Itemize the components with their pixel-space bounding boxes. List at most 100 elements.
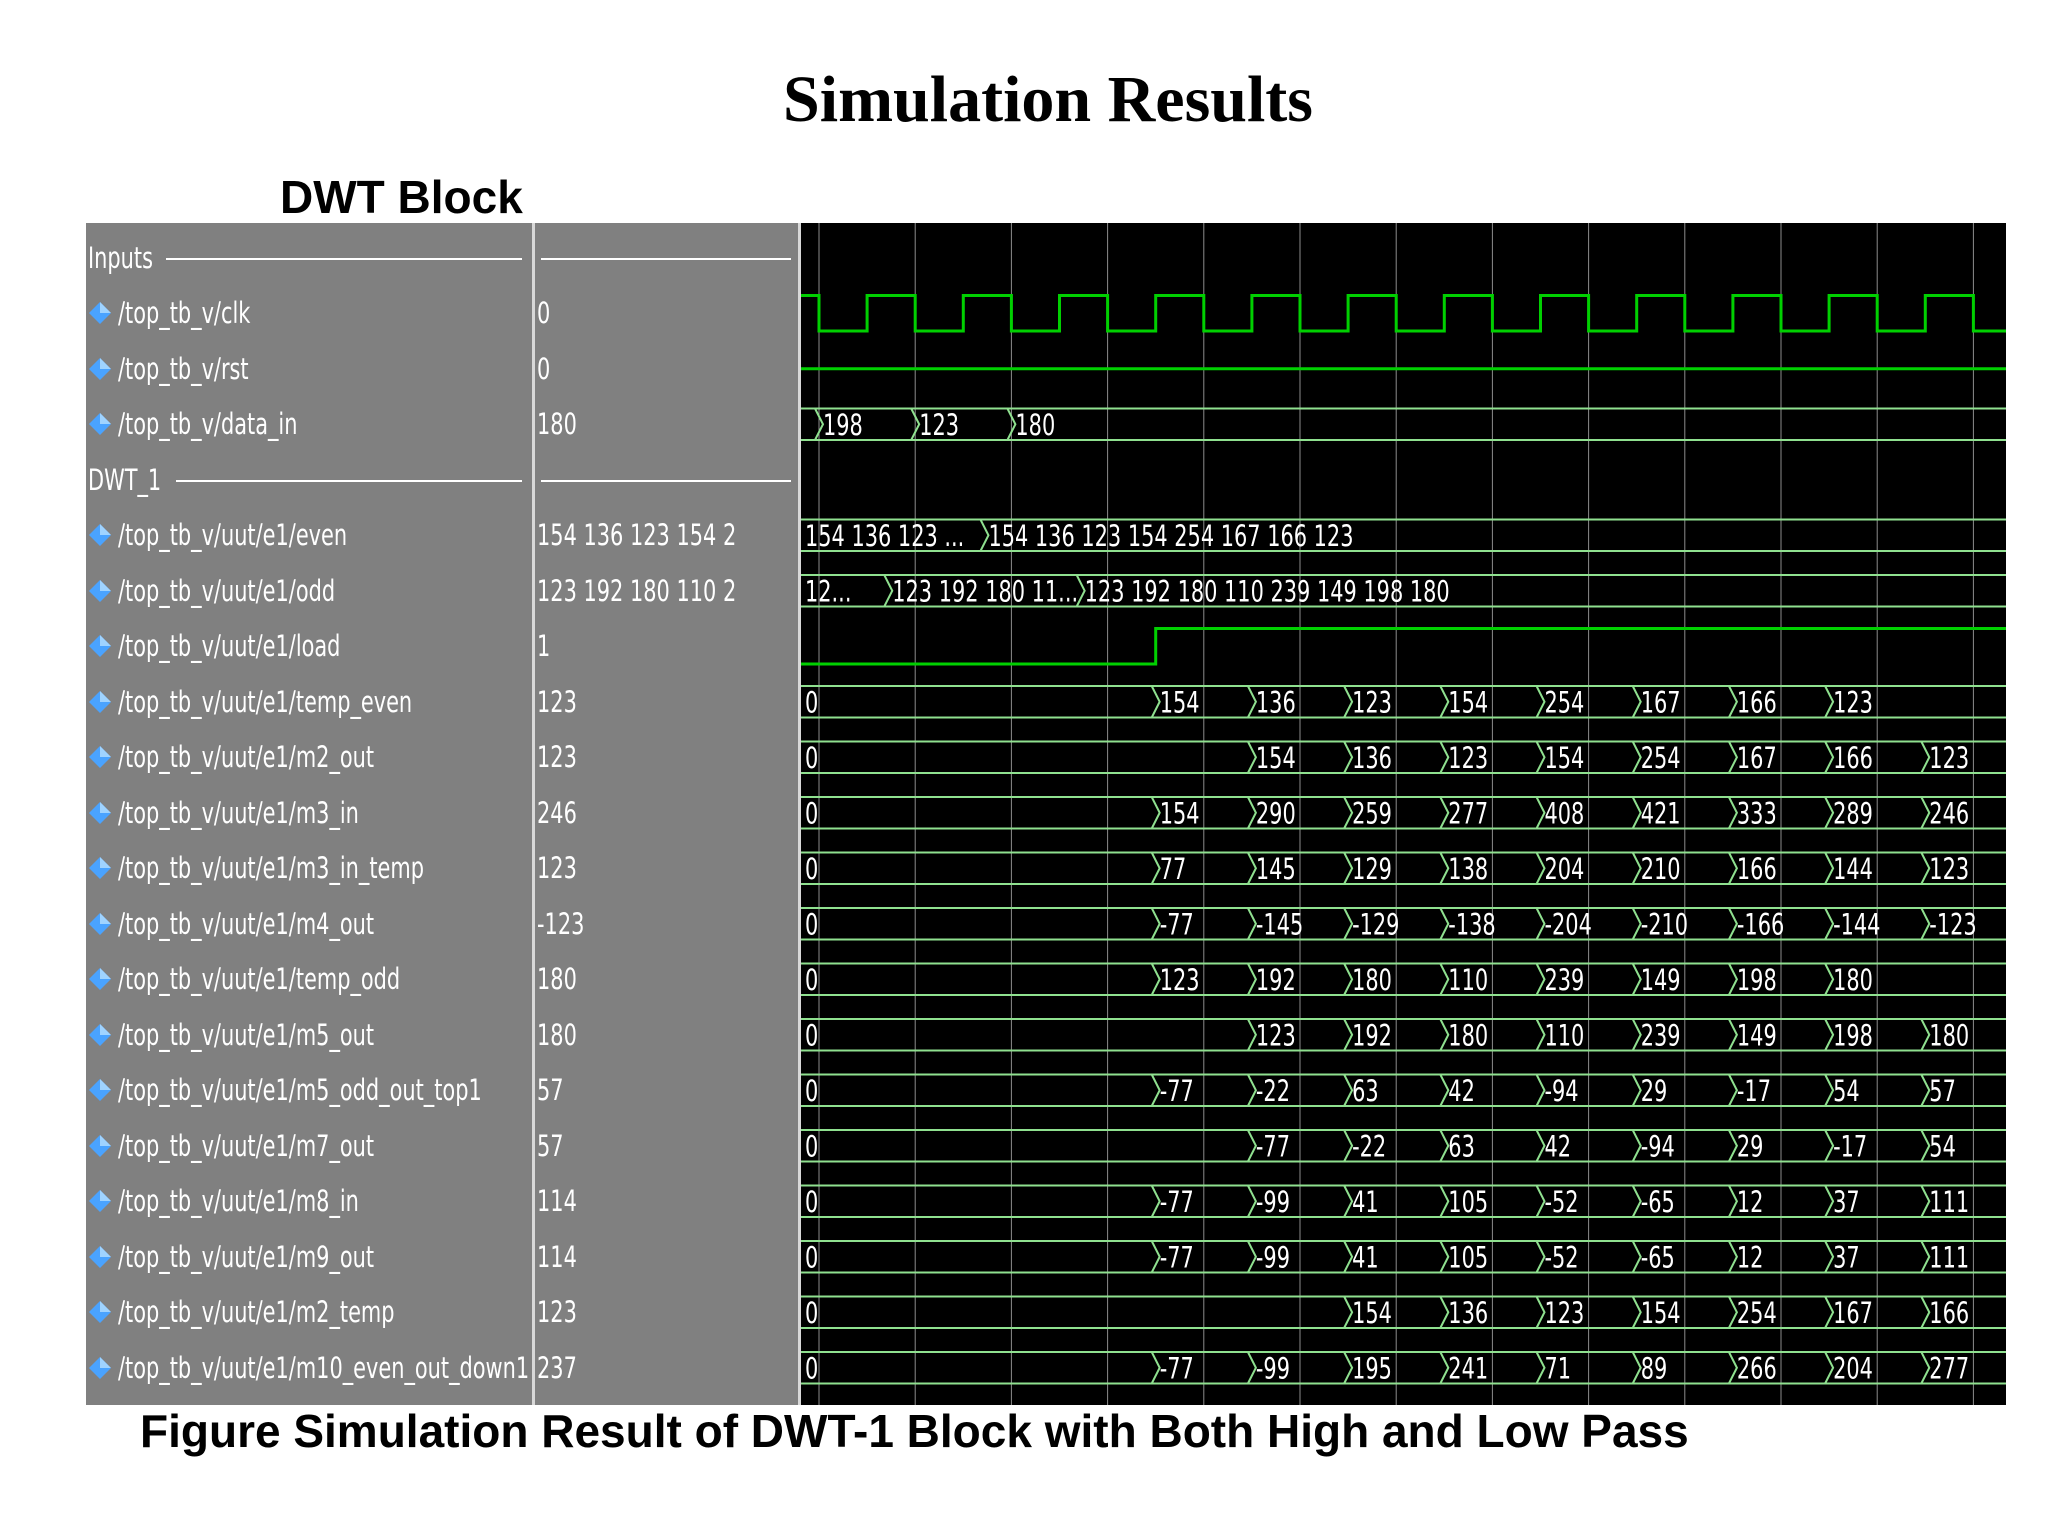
- signal-name[interactable]: /top_tb_v/uut/e1/m5_out: [118, 1017, 375, 1052]
- bus-value: 198: [823, 409, 863, 442]
- pane-divider[interactable]: [798, 223, 801, 1405]
- waveform-pane[interactable]: 198 123 180 154 136 123 ... 154 136 123 154 …: [801, 223, 2006, 1405]
- group-label[interactable]: DWT_1: [88, 462, 162, 497]
- signal-name[interactable]: /top_tb_v/uut/e1/m3_in_temp: [118, 851, 424, 886]
- signal-name[interactable]: /top_tb_v/uut/e1/even: [118, 518, 348, 553]
- bus-value: 12: [1737, 1241, 1764, 1274]
- signal-diamond-icon: [89, 912, 111, 935]
- bus-value: -129: [1352, 908, 1399, 941]
- bus-value: 333: [1737, 797, 1777, 830]
- signal-diamond-icon: [89, 524, 111, 547]
- signal-value: 154 136 123 154 2: [537, 518, 737, 553]
- signal-diamond-icon: [89, 1134, 111, 1157]
- signal-name[interactable]: /top_tb_v/uut/e1/m7_out: [118, 1128, 375, 1163]
- bus-value: -99: [1256, 1352, 1290, 1385]
- bus-value: 204: [1833, 1352, 1873, 1385]
- waveform-trace: 0 123 192 180 110 239 149 198 180: [801, 962, 2006, 997]
- bus-value: 154: [1160, 797, 1200, 830]
- bus-value: -52: [1545, 1186, 1579, 1219]
- bus-value: 277: [1929, 1352, 1969, 1385]
- bus-value: 180: [1015, 409, 1055, 442]
- bus-value: 12...: [805, 575, 851, 608]
- signal-value: 237: [537, 1350, 577, 1385]
- pane-divider[interactable]: [532, 223, 535, 1405]
- group-divider: [176, 479, 522, 482]
- signal-name[interactable]: /top_tb_v/uut/e1/m5_odd_out_top1: [118, 1073, 482, 1108]
- bus-value: 195: [1352, 1352, 1392, 1385]
- waveform-trace: 198 123 180: [801, 407, 2006, 442]
- signal-name[interactable]: /top_tb_v/uut/e1/m2_temp: [118, 1295, 395, 1330]
- waveform-trace: 0 154 136 123 154 254 167 166 123: [801, 740, 2006, 775]
- bus-value: 123 192 180 110 239 149 198 180: [1085, 575, 1450, 608]
- signal-value: 57: [537, 1128, 564, 1163]
- bus-value: -138: [1448, 908, 1495, 941]
- bus-value: 180: [1352, 964, 1392, 997]
- signal-name[interactable]: /top_tb_v/uut/e1/m2_out: [118, 740, 375, 775]
- bus-value: 29: [1641, 1075, 1668, 1108]
- bus-value: -17: [1833, 1130, 1867, 1163]
- bus-value: 12: [1737, 1186, 1764, 1219]
- signal-name[interactable]: /top_tb_v/uut/e1/temp_even: [118, 684, 413, 719]
- bus-value: 0: [805, 1352, 818, 1385]
- bus-value: 198: [1737, 964, 1777, 997]
- bus-value: -99: [1256, 1241, 1290, 1274]
- signal-value-pane: 0 0 180 154 136 123 154 2 123 192 180 110 2 1…: [535, 223, 798, 1405]
- signal-name[interactable]: /top_tb_v/uut/e1/load: [118, 629, 341, 664]
- signal-value: 246: [537, 795, 577, 830]
- bus-value: 180: [1833, 964, 1873, 997]
- signal-name[interactable]: /top_tb_v/uut/e1/m10_even_out_down1: [118, 1350, 530, 1385]
- signal-value: -123: [537, 906, 585, 941]
- waveform-trace: 0 154 290 259 277 408 421 333 289 246: [801, 796, 2006, 831]
- signal-value: 0: [537, 296, 551, 331]
- signal-diamond-icon: [89, 1190, 111, 1213]
- bus-value: 123: [1448, 742, 1488, 775]
- signal-name[interactable]: /top_tb_v/uut/e1/temp_odd: [118, 962, 401, 997]
- waveform-trace: 0-77-991952417189266204277237: [801, 1351, 2006, 1386]
- bus-value: 180: [1448, 1019, 1488, 1052]
- bus-value: 0: [805, 1186, 818, 1219]
- bus-value: 154: [1160, 686, 1200, 719]
- figure-caption: Figure Simulation Result of DWT-1 Block …: [140, 1405, 1689, 1457]
- bus-value: 0: [805, 742, 818, 775]
- bus-value: 204: [1545, 853, 1585, 886]
- bus-value: 111: [1929, 1241, 1969, 1274]
- bus-value: 105: [1448, 1186, 1488, 1219]
- signal-name[interactable]: /top_tb_v/uut/e1/m9_out: [118, 1239, 375, 1274]
- signal-name[interactable]: /top_tb_v/uut/e1/odd: [118, 573, 336, 608]
- bus-value: -204: [1545, 908, 1592, 941]
- bus-value: 166: [1929, 1297, 1969, 1330]
- bus-value: -123: [1929, 908, 1976, 941]
- signal-diamond-icon: [89, 690, 111, 713]
- signal-name[interactable]: /top_tb_v/uut/e1/m8_in: [118, 1184, 359, 1219]
- bus-value: -210: [1641, 908, 1688, 941]
- bus-value: -144: [1833, 908, 1880, 941]
- signal-diamond-icon: [89, 635, 111, 658]
- signal-name[interactable]: /top_tb_v/uut/e1/m3_in: [118, 795, 359, 830]
- waveform-trace: 0 154 136 123 154 254 167 166 123: [801, 685, 2006, 720]
- bus-value: -145: [1256, 908, 1303, 941]
- bus-value: -77: [1160, 1075, 1194, 1108]
- bus-value: 408: [1545, 797, 1585, 830]
- bus-value: 136: [1352, 742, 1392, 775]
- signal-name[interactable]: /top_tb_v/clk: [118, 296, 251, 331]
- bus-value: 54: [1833, 1075, 1860, 1108]
- bus-value: -22: [1256, 1075, 1290, 1108]
- signal-value: 0: [537, 351, 551, 386]
- bus-value: 0: [805, 908, 818, 941]
- bus-value: -77: [1160, 1241, 1194, 1274]
- signal-value: 57: [537, 1073, 564, 1108]
- bus-value: -94: [1641, 1130, 1675, 1163]
- bus-value: 154: [1448, 686, 1488, 719]
- bus-value: 145: [1256, 853, 1296, 886]
- bus-value: 144: [1833, 853, 1873, 886]
- signal-name[interactable]: /top_tb_v/data_in: [118, 407, 298, 442]
- signal-name[interactable]: /top_tb_v/rst: [118, 351, 249, 386]
- bus-value: 166: [1737, 686, 1777, 719]
- bus-value: 0: [805, 1075, 818, 1108]
- group-label[interactable]: Inputs: [88, 240, 153, 275]
- page-title: Simulation Results: [783, 63, 1313, 136]
- signal-name[interactable]: /top_tb_v/uut/e1/m4_out: [118, 906, 375, 941]
- bus-value: 123 192 180 11...: [892, 575, 1078, 608]
- bus-value: 154: [1641, 1297, 1681, 1330]
